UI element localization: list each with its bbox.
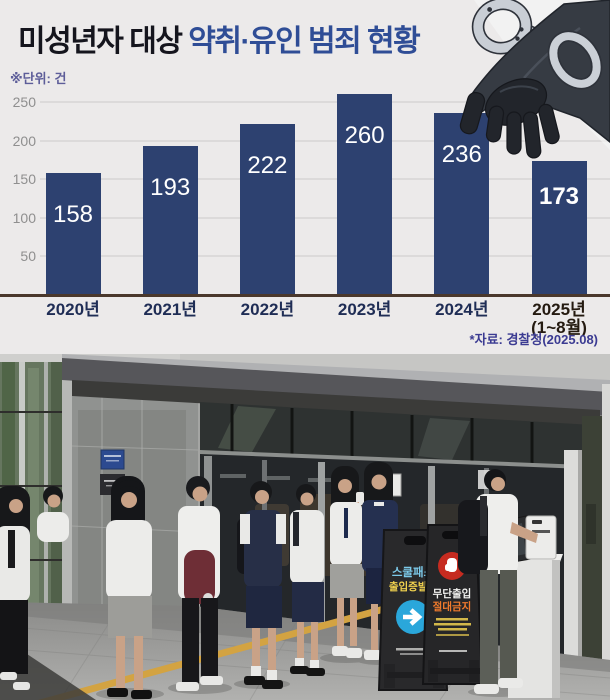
knuckle-line: [499, 85, 539, 93]
unit-label: ※단위: 건: [10, 71, 67, 86]
student-figure: [106, 476, 152, 699]
x-axis-line: [0, 294, 610, 297]
bar-value-label: 158: [52, 201, 94, 229]
x-axis-label: 2020년: [46, 300, 100, 319]
wrist-handcuff-icon: [547, 30, 603, 90]
student-figure: [330, 466, 364, 658]
y-tick-label: 100: [12, 209, 36, 226]
title-highlight: 약취·유인 범죄 현황: [188, 25, 420, 58]
x-axis-label: 2022년: [240, 300, 295, 319]
school-entrance-photo: 스쿨패스 출입증발급 무단출입 절대금지: [0, 354, 610, 700]
bar-value-label: 260: [344, 122, 385, 150]
man-at-kiosk: [458, 469, 538, 694]
bar-value-label: 222: [247, 151, 288, 179]
student-figure: [290, 484, 325, 676]
gridline: [40, 178, 610, 181]
student-figure: [0, 486, 30, 690]
gridline: [40, 101, 610, 103]
x-axis-label: 2025년 (1~8월): [511, 301, 607, 337]
gridline: [40, 216, 610, 219]
page-title: 미성년자 대상 약취·유인 범죄 현황: [18, 16, 421, 60]
bar-2022년: [239, 123, 295, 295]
gridline: [40, 139, 610, 142]
reaching-arm: [510, 522, 538, 543]
y-tick-label: 150: [12, 171, 36, 188]
sign-schoolpass-line1: 스쿨패스: [392, 565, 435, 579]
handcuffed-hand-illustration: [459, 0, 610, 159]
x-axis-label: 2021년: [143, 300, 197, 319]
gridline: [40, 255, 610, 258]
bar-value-label: 236: [441, 140, 482, 168]
bar-2020년: [45, 173, 101, 295]
bar-value-label: 173: [538, 183, 580, 211]
bar-2024년: [434, 112, 490, 295]
x-axis-label: 2024년: [435, 300, 489, 319]
sign-noentry-line1: 무단출입: [433, 587, 472, 600]
y-tick-label: 250: [12, 94, 36, 110]
y-tick-label: 200: [12, 132, 36, 149]
bar-chart: 미성년자 대상 약취·유인 범죄 현황 ※단위: 건 50 100 150 200 25…: [0, 0, 610, 347]
student-figure: [176, 476, 223, 691]
transom-windows: [200, 402, 610, 472]
x-axis-sublabel: (1~8월): [531, 318, 587, 337]
student-figure: [237, 481, 286, 689]
bar-2025년: [531, 161, 587, 295]
y-tick-label: 50: [20, 248, 36, 265]
title-prefix: 미성년자 대상: [18, 25, 189, 58]
source-label: *자료: 경찰청(2025.08): [469, 332, 598, 347]
bar-2023년: [337, 94, 393, 295]
sign-noentry-line2: 절대금지: [433, 600, 472, 613]
right-arrow-icon: [403, 608, 423, 626]
student-figure: [37, 486, 69, 542]
canopy: [0, 354, 610, 426]
bar-value-label: 193: [150, 174, 191, 201]
bar-2021년: [142, 146, 198, 295]
x-axis-label: 2023년: [337, 300, 392, 319]
